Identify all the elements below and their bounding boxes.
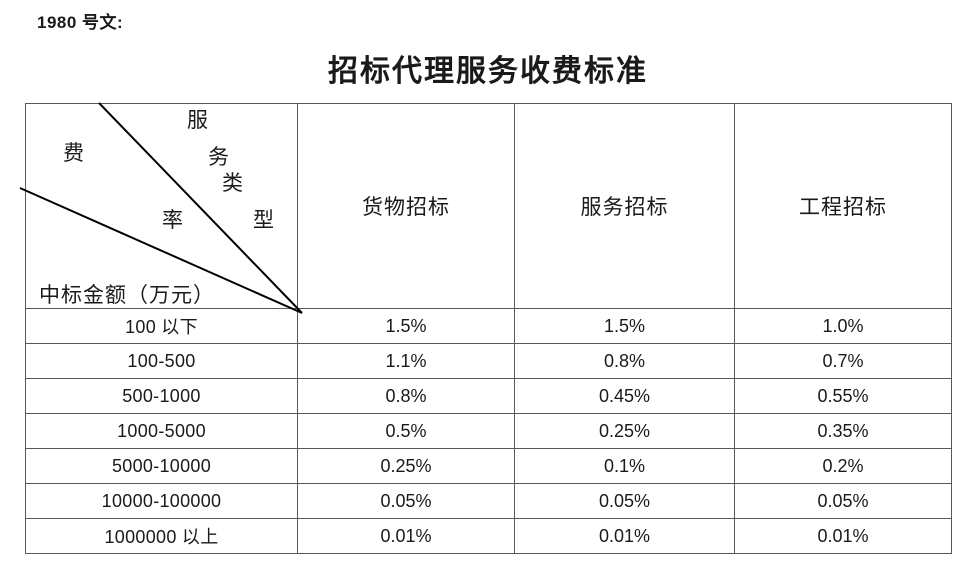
rate-cell: 0.45% (514, 378, 735, 414)
table-row: 10000-100000 0.05% 0.05% 0.05% (25, 483, 952, 519)
rate-cell: 1.1% (297, 343, 515, 379)
amount-range-cell: 100-500 (25, 343, 298, 379)
rate-cell: 0.1% (514, 448, 735, 484)
diagonal-lines (19, 102, 303, 314)
diagonal-corner-cell: 服 务 类 型 费 率 中标金额（万元） (19, 102, 303, 314)
rate-cell: 0.05% (514, 483, 735, 519)
type-axis-char-3: 类 (222, 171, 243, 195)
col-header-service: 服务招标 (514, 103, 735, 309)
amount-range-cell: 500-1000 (25, 378, 298, 414)
table-row: 1000-5000 0.5% 0.25% 0.35% (25, 413, 952, 449)
type-axis-char-1: 服 (187, 108, 208, 132)
rate-cell: 0.25% (514, 413, 735, 449)
rate-cell: 0.2% (734, 448, 952, 484)
page-title: 招标代理服务收费标准 (328, 55, 648, 88)
rate-cell: 0.55% (734, 378, 952, 414)
table-row: 100-500 1.1% 0.8% 0.7% (25, 343, 952, 379)
rate-cell: 0.8% (297, 378, 515, 414)
rate-cell: 0.35% (734, 413, 952, 449)
amount-range-cell: 1000000 以上 (25, 518, 298, 554)
rate-axis-char-1: 费 (63, 141, 84, 165)
type-axis-char-2: 务 (208, 145, 229, 169)
amount-range-cell: 10000-100000 (25, 483, 298, 519)
rate-cell: 0.01% (734, 518, 952, 554)
rate-axis-char-2: 率 (162, 208, 183, 232)
rate-cell: 0.8% (514, 343, 735, 379)
fee-standard-table: 服 务 类 型 费 率 中标金额（万元） 货物招标 服务招标 工程招标 100 … (19, 102, 952, 554)
header-row: 服 务 类 型 费 率 中标金额（万元） 货物招标 服务招标 工程招标 (19, 102, 952, 314)
rate-cell: 0.01% (297, 518, 515, 554)
table-row: 100 以下 1.5% 1.5% 1.0% (25, 308, 952, 344)
rate-cell: 0.5% (297, 413, 515, 449)
col-header-engineering: 工程招标 (734, 103, 952, 309)
amount-range-cell: 100 以下 (25, 308, 298, 344)
rate-cell: 0.01% (514, 518, 735, 554)
rate-cell: 0.25% (297, 448, 515, 484)
rate-cell: 0.05% (297, 483, 515, 519)
rate-cell: 1.0% (734, 308, 952, 344)
amount-range-cell: 1000-5000 (25, 413, 298, 449)
table-row: 500-1000 0.8% 0.45% 0.55% (25, 378, 952, 414)
type-axis-char-4: 型 (253, 208, 274, 232)
amount-axis-label: 中标金额（万元） (39, 283, 215, 307)
rate-cell: 1.5% (514, 308, 735, 344)
table-row: 5000-10000 0.25% 0.1% 0.2% (25, 448, 952, 484)
col-header-goods: 货物招标 (297, 103, 515, 309)
rate-cell: 0.05% (734, 483, 952, 519)
amount-range-cell: 5000-10000 (25, 448, 298, 484)
doc-ref-label: 1980 号文: (37, 13, 124, 32)
rate-cell: 1.5% (297, 308, 515, 344)
rate-cell: 0.7% (734, 343, 952, 379)
table-row: 1000000 以上 0.01% 0.01% 0.01% (25, 518, 952, 554)
